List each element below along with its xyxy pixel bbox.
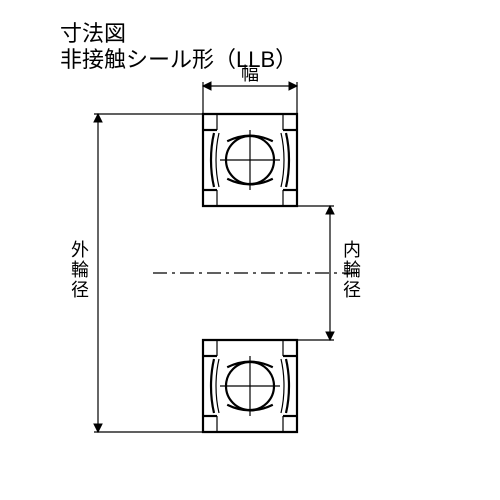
bearing-svg <box>0 0 500 500</box>
diagram-canvas: 寸法図 非接触シール形（LLB） 幅 外輪径 内輪径 <box>0 0 500 500</box>
